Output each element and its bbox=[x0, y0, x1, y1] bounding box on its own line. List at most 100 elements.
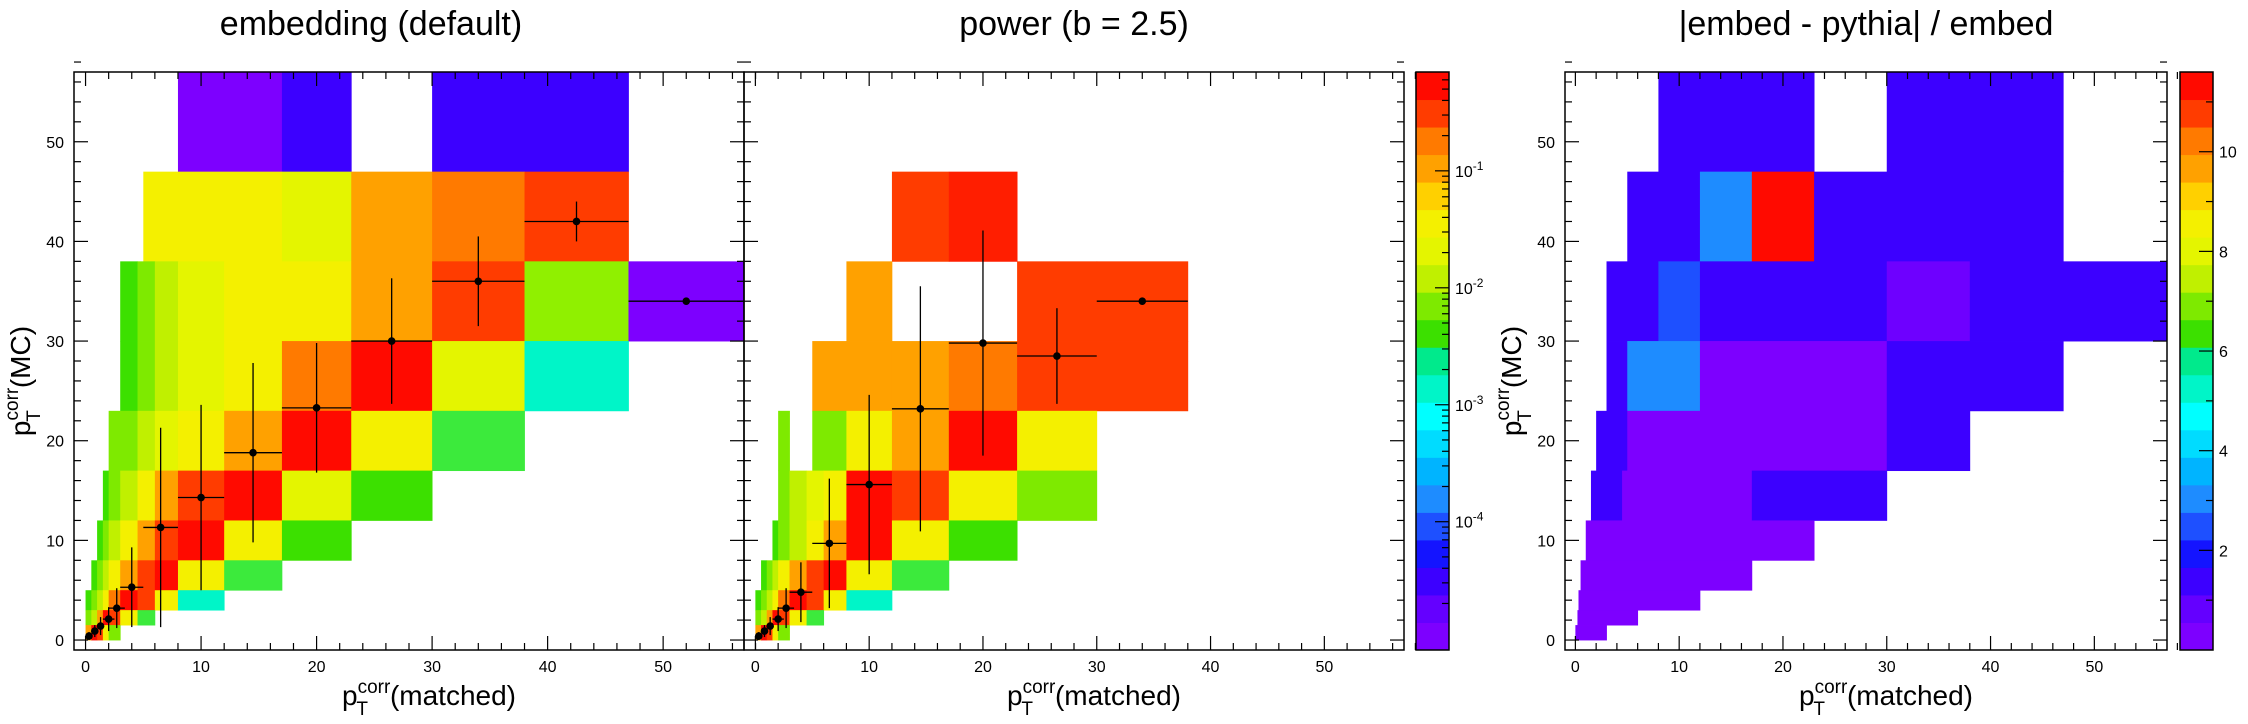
data-point bbox=[916, 405, 925, 413]
data-point bbox=[104, 615, 113, 623]
heatmap-cell bbox=[1886, 261, 1971, 342]
colorbar-swatch bbox=[2180, 182, 2213, 211]
heatmap-cell bbox=[789, 470, 807, 521]
heatmap-cell bbox=[1627, 171, 1701, 262]
heatmap-cell bbox=[778, 410, 790, 472]
heatmap-cell bbox=[823, 590, 847, 611]
heatmap-cell bbox=[761, 560, 768, 591]
heatmap-cell bbox=[789, 520, 807, 561]
heatmap-cell bbox=[806, 610, 825, 626]
heatmap-cell bbox=[137, 261, 156, 342]
heatmap-cell bbox=[755, 590, 762, 611]
data-point bbox=[979, 339, 987, 347]
data-point bbox=[197, 493, 205, 502]
x-tick-label: 50 bbox=[1315, 659, 1333, 676]
colorbar-swatch bbox=[2180, 484, 2213, 513]
colorbar-swatch bbox=[1416, 127, 1449, 156]
colorbar-swatch bbox=[2180, 539, 2213, 568]
heatmap-cell bbox=[120, 520, 138, 561]
y-tick-label: 30 bbox=[46, 334, 64, 351]
colorbar-swatches bbox=[2180, 72, 2213, 651]
x-axis-title: pcorr T (matched) bbox=[1799, 677, 1973, 720]
heatmap-cell bbox=[891, 171, 950, 262]
axis-ticks: 0 10 20 30 40 50 0 10 20 30 40 50 bbox=[46, 61, 757, 676]
heatmap-cell bbox=[120, 560, 138, 591]
colorbar-swatch bbox=[1416, 484, 1449, 513]
colorbar-tick-label: 8 bbox=[2219, 244, 2228, 261]
x-tick-label: 10 bbox=[1670, 659, 1688, 676]
heatmap-cells bbox=[755, 171, 1189, 641]
heatmap-cell bbox=[432, 341, 525, 412]
heatmap-cell bbox=[97, 560, 104, 591]
heatmap-cell bbox=[806, 470, 825, 521]
heatmap-cell bbox=[102, 625, 110, 641]
colorbar-swatch bbox=[1416, 347, 1449, 376]
panel-power: power (b = 2.5) 0 10 20 30 40 50 pcorr T (match… bbox=[743, 5, 1416, 720]
colorbar-swatch bbox=[1416, 512, 1449, 541]
heatmap-cell bbox=[102, 590, 110, 611]
x-tick-label: 40 bbox=[539, 659, 557, 676]
heatmap-cell bbox=[772, 590, 779, 611]
heatmap-cell bbox=[1575, 625, 1607, 641]
y-tick-label: 0 bbox=[1546, 633, 1555, 650]
colorbar-swatch bbox=[2180, 209, 2213, 238]
data-point bbox=[85, 632, 93, 640]
heatmap-cell bbox=[1627, 410, 1888, 472]
heatmap-cell bbox=[806, 520, 825, 561]
x-tick-label: 0 bbox=[1571, 659, 1580, 676]
colorbar-swatch bbox=[2180, 319, 2213, 348]
heatmap-cell bbox=[1590, 470, 1623, 521]
heatmap-cell bbox=[789, 610, 807, 626]
y-tick-label: 20 bbox=[1537, 434, 1555, 451]
colorbar-swatch bbox=[1416, 209, 1449, 238]
colorbar-swatch bbox=[2180, 264, 2213, 293]
x-tick-label: 0 bbox=[751, 659, 760, 676]
heatmap-cell bbox=[1577, 610, 1639, 626]
x-tick-label: 30 bbox=[1088, 659, 1106, 676]
heatmap-cell bbox=[85, 590, 92, 611]
colorbar-tick-label: 10-3 bbox=[1455, 393, 1484, 415]
heatmap-cell bbox=[281, 171, 352, 262]
data-point bbox=[127, 583, 136, 592]
heatmap-cell bbox=[524, 261, 629, 342]
x-tick-label: 40 bbox=[1202, 659, 1220, 676]
heatmap-cell bbox=[154, 261, 179, 342]
heatmap-cell bbox=[823, 470, 847, 521]
colorbar-tick-label: 2 bbox=[2219, 543, 2228, 560]
heatmap-cell bbox=[766, 590, 773, 611]
colorbar-swatch bbox=[2180, 347, 2213, 376]
y-tick-label: 50 bbox=[1537, 135, 1555, 152]
heatmap-cell bbox=[1886, 341, 2064, 412]
heatmap-cell bbox=[846, 590, 893, 611]
colorbar-log: 10-1 10-2 10-3 10-4 bbox=[1415, 71, 1484, 651]
heatmap-cell bbox=[761, 590, 768, 611]
heatmap-cell bbox=[97, 520, 104, 561]
colorbar-tick-label: 4 bbox=[2219, 444, 2228, 461]
heatmap-cell bbox=[812, 410, 847, 472]
heatmap-cell bbox=[137, 610, 156, 626]
heatmap-cell bbox=[108, 520, 121, 561]
heatmap-cell bbox=[772, 625, 779, 641]
heatmap-cell bbox=[137, 341, 156, 412]
heatmap-cell bbox=[1699, 261, 1888, 342]
heatmap-cell bbox=[137, 470, 156, 521]
heatmap-cell bbox=[806, 590, 825, 611]
colorbar-tick-label: 10-4 bbox=[1455, 510, 1484, 532]
heatmap-cell bbox=[224, 261, 352, 342]
heatmap-cell bbox=[154, 470, 179, 521]
panel-difference: |embed - pythia| / embed 0 10 20 30 40 50 0 10 2… bbox=[1493, 5, 2178, 720]
heatmap-cell bbox=[108, 470, 121, 521]
heatmap-cell bbox=[85, 610, 92, 626]
y-tick-label: 10 bbox=[1537, 533, 1555, 550]
heatmap-cell bbox=[102, 520, 110, 561]
heatmap-cell bbox=[1658, 261, 1701, 342]
colorbar-tick-label: 10-1 bbox=[1455, 159, 1484, 181]
y-tick-label: 30 bbox=[1537, 334, 1555, 351]
colorbar-frame bbox=[1415, 71, 1450, 651]
x-tick-label: 50 bbox=[2085, 659, 2103, 676]
heatmap-cell bbox=[1886, 410, 1971, 472]
colorbar-swatch bbox=[1416, 264, 1449, 293]
colorbar-swatch bbox=[1416, 457, 1449, 486]
data-points bbox=[85, 201, 744, 641]
